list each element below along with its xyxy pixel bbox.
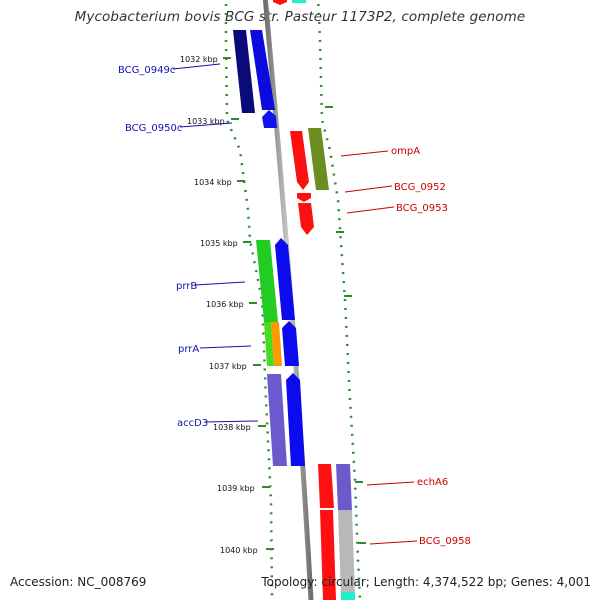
gene-labels: BCG_0949c BCG_0950c prrB prrA accD3 ompA… — [118, 65, 471, 547]
tick-label: 1036 kbp — [206, 300, 244, 309]
connector-BCG_0949c — [172, 63, 221, 70]
connector-accD3 — [204, 420, 259, 423]
gene-arrow-top-cyan[interactable] — [292, 0, 306, 3]
gene-prrA-orange[interactable] — [271, 322, 282, 366]
gene-ompA[interactable] — [290, 131, 309, 190]
accession-text: Accession: NC_008769 — [10, 575, 147, 589]
map-title: Mycobacterium bovis BCG str. Pasteur 117… — [74, 9, 526, 25]
gc-dots-left — [224, 0, 274, 600]
tick-label: 1040 kbp — [220, 546, 258, 555]
gene-prrA-blue[interactable] — [282, 321, 299, 366]
connector-BCG_0958 — [369, 540, 418, 545]
gene-label-BCG_0949c[interactable]: BCG_0949c — [118, 65, 175, 76]
gene-prrA[interactable] — [264, 322, 274, 366]
gene-label-BCG_0958[interactable]: BCG_0958 — [419, 536, 471, 547]
connector-BCG_0952 — [344, 185, 393, 193]
gene-BCG_0958-grey[interactable] — [338, 510, 355, 596]
gene-label-BCG_0953[interactable]: BCG_0953 — [396, 203, 448, 214]
genome-backbone — [262, 0, 314, 600]
gene-label-prrB[interactable]: prrB — [176, 281, 197, 292]
gene-echA6-purple[interactable] — [336, 464, 352, 510]
connector-prrA — [199, 345, 252, 349]
gene-echA6[interactable] — [318, 464, 334, 508]
tick-labels: 1032 kbp 1033 kbp 1034 kbp 1035 kbp 1036… — [180, 55, 258, 555]
gene-BCG_0953[interactable] — [298, 203, 314, 235]
gene-label-BCG_0950c[interactable]: BCG_0950c — [125, 123, 182, 134]
gene-BCG_0949c-a[interactable] — [233, 30, 255, 113]
tick-label: 1032 kbp — [180, 55, 218, 64]
tick-marks — [223, 57, 366, 550]
connector-BCG_0953 — [346, 206, 395, 214]
label-connectors — [172, 63, 418, 545]
gene-BCG_0952[interactable] — [297, 193, 311, 202]
gc-content-track — [224, 0, 362, 600]
tick-label: 1033 kbp — [187, 117, 225, 126]
gene-accD3[interactable] — [267, 374, 287, 466]
gene-arrow-blue[interactable] — [262, 110, 277, 128]
tick-label: 1037 kbp — [209, 362, 247, 371]
connector-ompA — [340, 150, 389, 157]
tick-label: 1034 kbp — [194, 178, 232, 187]
gene-label-echA6[interactable]: echA6 — [417, 477, 448, 488]
connector-echA6 — [366, 481, 415, 486]
gene-accD3-blue[interactable] — [286, 373, 305, 466]
tick-label: 1035 kbp — [200, 239, 238, 248]
gene-prrB[interactable] — [256, 240, 278, 322]
gene-label-prrA[interactable]: prrA — [178, 344, 199, 355]
gene-prrB-blue[interactable] — [275, 238, 295, 320]
connector-BCG_0950c — [179, 122, 233, 128]
gene-label-accD3[interactable]: accD3 — [177, 418, 208, 429]
gene-features — [233, 0, 355, 600]
connector-prrB — [194, 281, 246, 286]
gene-label-ompA[interactable]: ompA — [391, 146, 420, 157]
gene-arrow-top-red[interactable] — [273, 0, 287, 5]
gene-label-BCG_0952[interactable]: BCG_0952 — [394, 182, 446, 193]
tick-label: 1039 kbp — [217, 484, 255, 493]
gene-BCG_0958[interactable] — [320, 510, 336, 600]
gene-bottom-cyan[interactable] — [341, 592, 355, 600]
gene-BCG_0949c-b[interactable] — [250, 30, 275, 110]
tick-label: 1038 kbp — [213, 423, 251, 432]
gene-olive[interactable] — [308, 128, 329, 190]
topology-text: Topology: circular; Length: 4,374,522 bp… — [261, 575, 591, 589]
